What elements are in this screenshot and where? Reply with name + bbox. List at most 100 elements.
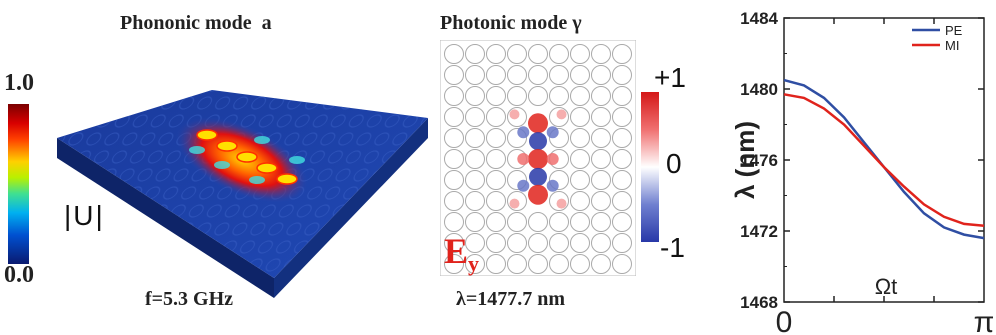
air-hole	[465, 44, 485, 64]
air-hole	[612, 254, 632, 274]
air-hole	[549, 107, 569, 127]
air-hole	[612, 65, 632, 85]
air-hole	[549, 86, 569, 106]
air-hole	[486, 149, 506, 169]
air-hole	[486, 254, 506, 274]
y-tick-label: 1484	[740, 9, 778, 28]
air-hole	[612, 86, 632, 106]
field-lobe	[546, 153, 559, 165]
photonic-colorbar-max: +1	[654, 62, 686, 93]
air-hole	[528, 44, 548, 64]
field-distribution	[509, 109, 567, 209]
air-hole	[465, 191, 485, 211]
air-hole	[591, 233, 611, 253]
air-hole	[444, 128, 464, 148]
y-tick-label: 1472	[740, 222, 778, 241]
y-axis-label: λ (nm)	[730, 121, 760, 199]
field-lobe	[528, 184, 548, 205]
air-hole	[444, 233, 464, 253]
air-hole	[612, 44, 632, 64]
field-lobe	[529, 132, 547, 151]
air-hole	[612, 233, 632, 253]
series-line-mi	[783, 93, 985, 227]
air-hole	[444, 254, 464, 274]
air-hole	[570, 65, 590, 85]
air-hole	[507, 191, 527, 211]
air-hole	[528, 233, 548, 253]
colorbar-min-label: 0.0	[4, 262, 34, 288]
air-hole	[465, 233, 485, 253]
air-hole	[549, 233, 569, 253]
air-hole	[591, 149, 611, 169]
legend-label-pe: PE	[945, 23, 963, 38]
air-hole	[507, 44, 527, 64]
field-lobe	[517, 126, 530, 139]
field-lobe	[528, 149, 548, 169]
air-hole	[507, 128, 527, 148]
field-lobe	[509, 198, 520, 209]
field-lobe	[556, 109, 567, 120]
field-component-label: Ey	[444, 230, 479, 277]
air-hole	[507, 107, 527, 127]
air-hole	[549, 254, 569, 274]
field-lobe	[528, 113, 548, 134]
air-hole	[486, 107, 506, 127]
air-hole	[444, 191, 464, 211]
air-hole	[528, 65, 548, 85]
field-lobe	[529, 167, 547, 186]
photonic-crystal-holes	[444, 44, 632, 274]
photonic-mode-plot	[440, 40, 636, 276]
air-hole	[444, 107, 464, 127]
air-hole	[570, 107, 590, 127]
air-hole	[528, 254, 548, 274]
air-hole	[465, 86, 485, 106]
air-hole	[528, 212, 548, 232]
air-hole	[444, 212, 464, 232]
plot-frame	[783, 17, 985, 303]
air-hole	[591, 191, 611, 211]
air-hole	[465, 170, 485, 190]
air-hole	[570, 149, 590, 169]
air-hole	[507, 170, 527, 190]
air-hole	[465, 254, 485, 274]
field-lobe	[546, 126, 559, 139]
air-hole	[507, 233, 527, 253]
air-hole	[465, 212, 485, 232]
air-hole	[465, 65, 485, 85]
field-lobe	[517, 179, 530, 192]
air-hole	[591, 170, 611, 190]
air-hole	[570, 44, 590, 64]
air-hole	[612, 128, 632, 148]
air-hole	[444, 44, 464, 64]
air-hole	[591, 128, 611, 148]
x-axis-label: Ωt	[875, 274, 898, 299]
field-lobe	[556, 198, 567, 209]
air-hole	[591, 107, 611, 127]
air-hole	[570, 233, 590, 253]
air-hole	[570, 128, 590, 148]
air-hole	[507, 65, 527, 85]
air-hole	[486, 86, 506, 106]
air-hole	[591, 212, 611, 232]
air-hole	[549, 191, 569, 211]
air-hole	[612, 170, 632, 190]
field-lobe	[546, 179, 559, 192]
air-hole	[444, 149, 464, 169]
air-hole	[570, 254, 590, 274]
air-hole	[507, 212, 527, 232]
air-hole	[549, 170, 569, 190]
photonic-colorbar-mid: 0	[666, 148, 682, 179]
air-hole	[612, 149, 632, 169]
air-hole	[528, 86, 548, 106]
air-hole	[612, 212, 632, 232]
air-hole	[570, 86, 590, 106]
air-hole	[549, 44, 569, 64]
air-hole	[444, 86, 464, 106]
air-hole	[507, 86, 527, 106]
phononic-frequency-caption: f=5.3 GHz	[145, 288, 234, 310]
phononic-mode-plot	[57, 90, 428, 298]
displacement-magnitude-label: |U|	[64, 200, 105, 231]
air-hole	[486, 212, 506, 232]
air-hole	[486, 233, 506, 253]
